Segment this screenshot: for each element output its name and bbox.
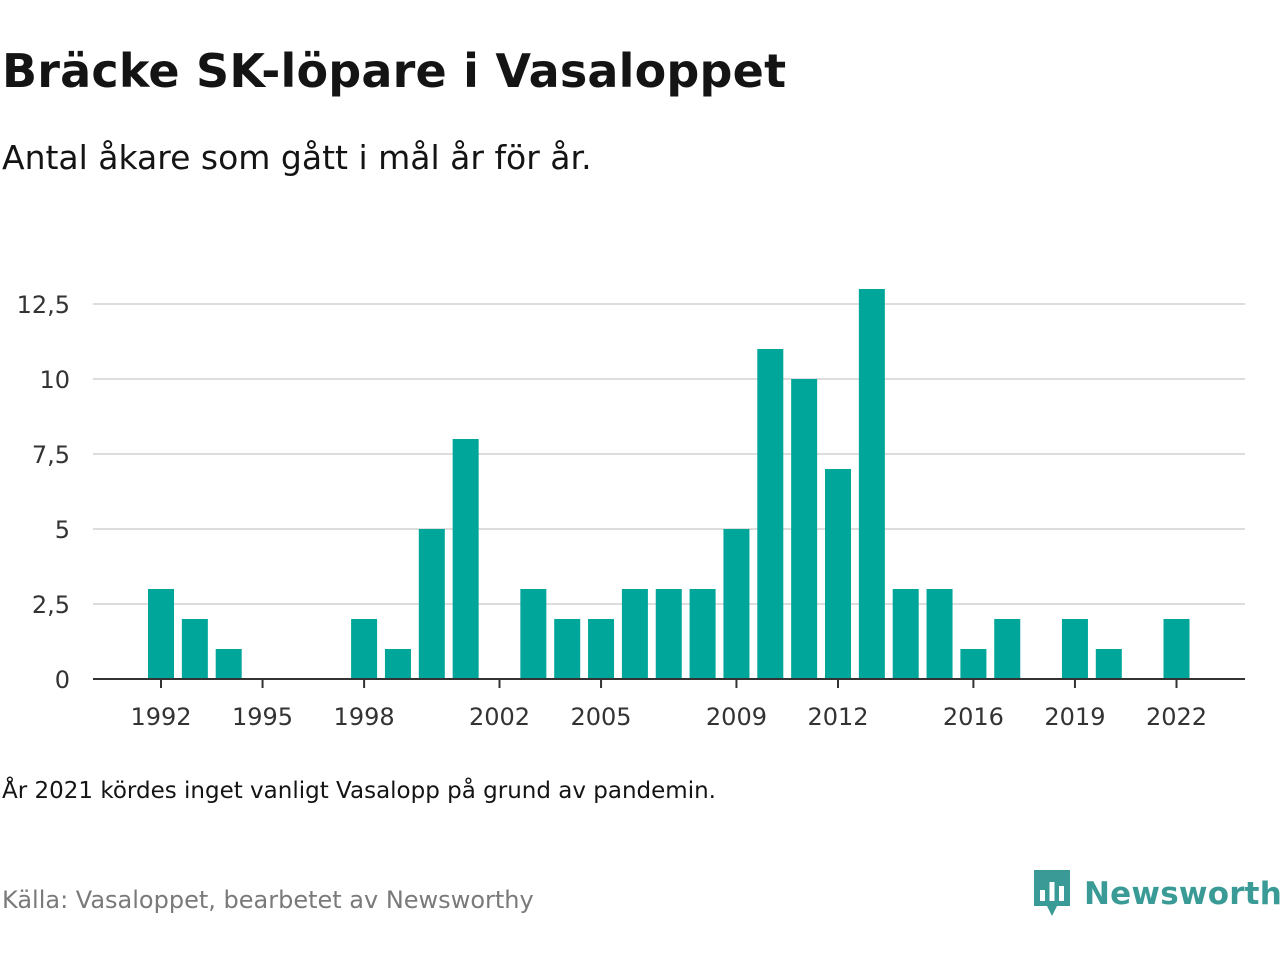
bar (452, 439, 479, 679)
y-tick-label: 2,5 (32, 591, 70, 619)
y-tick-label: 12,5 (17, 291, 70, 319)
y-tick-label: 0 (55, 666, 70, 694)
bar (520, 589, 547, 679)
x-tick-label: 2016 (943, 703, 1004, 731)
footnote: År 2021 kördes inget vanligt Vasalopp på… (2, 778, 716, 804)
bar (181, 619, 208, 679)
bar (757, 349, 784, 679)
bars (148, 289, 1190, 679)
x-tick-label: 1998 (334, 703, 395, 731)
bar (926, 589, 953, 679)
bar (148, 589, 174, 679)
y-tick-label: 5 (55, 516, 70, 544)
x-tick-label: 1992 (130, 703, 191, 731)
x-tick-label: 2022 (1146, 703, 1207, 731)
x-tick-label: 2005 (571, 703, 632, 731)
bar (960, 649, 987, 679)
bar (621, 589, 648, 679)
bar (892, 589, 919, 679)
y-tick-label: 10 (39, 366, 70, 394)
x-tick-label: 2009 (706, 703, 767, 731)
bar (418, 529, 445, 679)
grid-lines (93, 303, 1245, 605)
chart-subtitle: Antal åkare som gått i mål år för år. (2, 138, 592, 177)
bar-chart: 0 2,5 5 7,5 10 12,5 1992 1995 1998 2002 2005 2009 20… (17, 289, 1245, 731)
bar (994, 619, 1021, 679)
source-credit: Källa: Vasaloppet, bearbetet av Newswort… (2, 886, 534, 914)
bar (554, 619, 581, 679)
newsworthy-logo-icon (1034, 870, 1070, 916)
bar (689, 589, 716, 679)
y-tick-label: 7,5 (32, 441, 70, 469)
bar (215, 649, 242, 679)
bar (723, 529, 750, 679)
x-tick-label: 1995 (232, 703, 293, 731)
brand-logo: Newsworthy (1032, 868, 1280, 920)
chart-title: Bräcke SK-löpare i Vasaloppet (2, 44, 787, 98)
bar (655, 589, 682, 679)
x-tick-label: 2002 (469, 703, 530, 731)
brand-name: Newsworthy (1084, 876, 1280, 912)
x-tick-label: 2012 (807, 703, 868, 731)
bar (351, 619, 378, 679)
bar (791, 379, 818, 679)
bar (384, 649, 411, 679)
bar (858, 289, 885, 679)
bar (588, 619, 615, 679)
bar (1163, 619, 1190, 679)
bar (1095, 649, 1122, 679)
x-tick-label: 2019 (1044, 703, 1105, 731)
bar (1061, 619, 1088, 679)
axes: 0 2,5 5 7,5 10 12,5 1992 1995 1998 2002 2005 2009 20… (17, 291, 1245, 731)
bar (825, 469, 851, 679)
